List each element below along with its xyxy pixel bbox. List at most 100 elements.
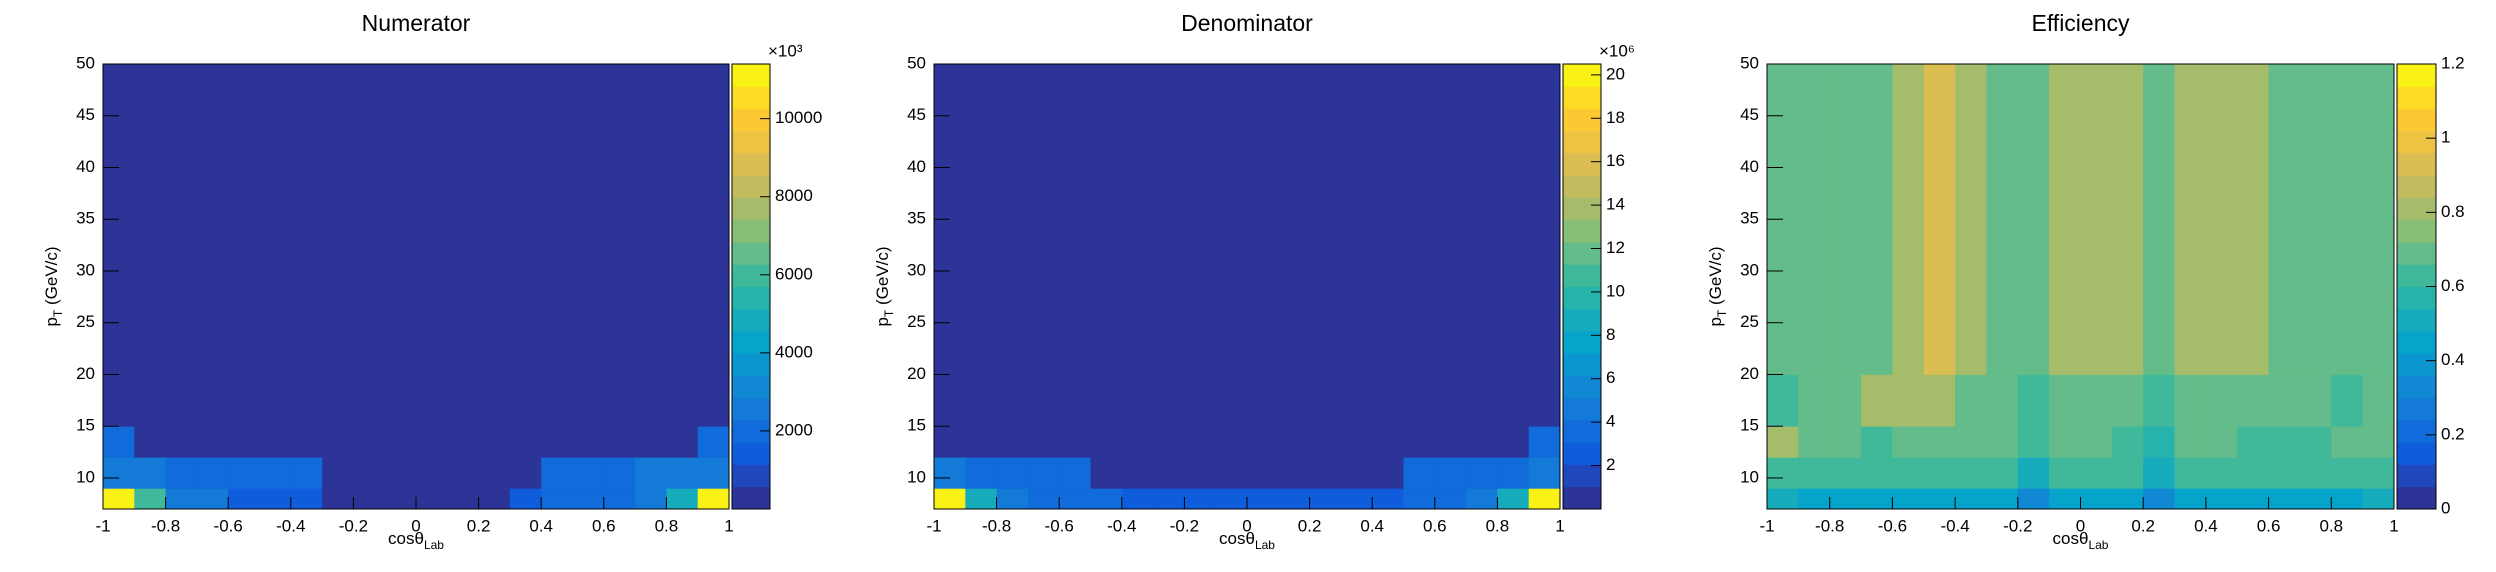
y-tick-label: 20 <box>76 364 95 383</box>
colorbar-step <box>2397 442 2436 465</box>
heatmap-cell <box>2331 374 2364 427</box>
heatmap-cell <box>2237 374 2269 427</box>
heatmap-cell <box>478 64 511 375</box>
heatmap-cell <box>1892 64 1925 375</box>
x-tick-label: 1 <box>724 516 733 535</box>
y-tick-label: 25 <box>907 312 926 331</box>
heatmap-cell <box>1059 64 1091 375</box>
heatmap-cell <box>134 488 166 510</box>
colorbar-step <box>1563 264 1601 287</box>
heatmap-cell <box>1184 426 1217 458</box>
heatmap-cell <box>697 374 730 427</box>
colorbar-tick-label: 0 <box>2441 498 2450 517</box>
heatmap-cell <box>2111 426 2144 458</box>
heatmap-cell <box>1923 64 1956 375</box>
y-tick-label: 50 <box>1740 53 1759 72</box>
heatmap-cell <box>1892 488 1925 510</box>
heatmap-cell <box>996 426 1029 458</box>
heatmap-cell <box>290 488 323 510</box>
colorbar-step <box>2397 331 2436 354</box>
heatmap-cell <box>1372 488 1404 510</box>
x-tick-label: -0.2 <box>2003 516 2032 535</box>
x-tick-label: -0.8 <box>151 516 180 535</box>
colorbar-exponent: ×10⁶ <box>1599 41 1635 60</box>
heatmap-cell <box>134 64 166 375</box>
heatmap-cell <box>103 374 135 427</box>
heatmap-cell <box>259 64 292 375</box>
colorbar-step <box>1563 442 1601 465</box>
heatmap-cell <box>1153 374 1185 427</box>
heatmap-cell <box>196 457 229 489</box>
colorbar-tick-label: 0.6 <box>2441 276 2465 295</box>
heatmap-cell <box>2111 457 2144 489</box>
x-tick-label: -0.6 <box>1045 516 1074 535</box>
heatmap-cell <box>134 374 166 427</box>
heatmap-cell <box>1986 64 2019 375</box>
heatmap-cell <box>1184 374 1217 427</box>
colorbar-step <box>2397 420 2436 443</box>
colorbar-step <box>732 130 770 154</box>
heatmap-cell <box>2331 426 2364 458</box>
x-tick-label: 0.4 <box>1360 516 1384 535</box>
colorbar-step <box>732 264 770 287</box>
heatmap-cell <box>2331 488 2364 510</box>
colorbar-tick-label: 6000 <box>775 264 813 283</box>
heatmap-cell <box>416 488 448 510</box>
heatmap-cell <box>478 374 511 427</box>
heatmap-cell <box>1059 457 1091 489</box>
heatmap-cell <box>1497 64 1530 375</box>
heatmap-cell <box>635 488 667 510</box>
x-tick-label: 0 <box>2076 516 2085 535</box>
heatmap-cell <box>1121 457 1154 489</box>
heatmap-cell <box>1247 374 1279 427</box>
heatmap-cell <box>478 488 511 510</box>
heatmap-cell <box>2017 457 2050 489</box>
colorbar-tick-label: 8000 <box>775 186 813 205</box>
x-tick-label: 0.2 <box>1298 516 1322 535</box>
heatmap-cell <box>635 426 667 458</box>
colorbar-frame <box>731 63 771 510</box>
heatmap-cell <box>103 488 135 510</box>
heatmap-cell <box>1027 457 1060 489</box>
heatmap-cell <box>965 457 997 489</box>
heatmap-cell <box>934 426 966 458</box>
x-axis-label: cosθLab <box>2053 529 2109 552</box>
colorbar-step <box>2397 175 2436 198</box>
heatmap-cell <box>228 426 260 458</box>
heatmap-cell <box>1528 457 1561 489</box>
heatmap-cell <box>1497 488 1530 510</box>
colorbar-step <box>1563 108 1601 132</box>
heatmap-cell <box>996 488 1029 510</box>
y-tick-label: 45 <box>1740 105 1759 124</box>
heatmap-cell <box>1309 426 1342 458</box>
heatmap-cell <box>666 374 699 427</box>
colorbar-tick-label: 0.2 <box>2441 424 2465 443</box>
colorbar-step <box>732 486 770 510</box>
heatmap-cell <box>2080 64 2113 375</box>
x-tick-label: -0.6 <box>1878 516 1907 535</box>
colorbar-step <box>1563 175 1601 198</box>
x-tick-label: 0 <box>1242 516 1251 535</box>
heatmap-cell <box>2299 488 2332 510</box>
heatmap-cell <box>1434 426 1467 458</box>
heatmap-cell <box>1340 64 1373 375</box>
heatmap-cell <box>603 457 636 489</box>
heatmap-cell <box>2205 488 2238 510</box>
heatmap-cell <box>2237 64 2269 375</box>
colorbar-step <box>2397 86 2436 109</box>
y-tick-label: 40 <box>907 157 926 176</box>
colorbar-step <box>2397 130 2436 154</box>
heatmap-cell <box>2299 64 2332 375</box>
heatmap-cell <box>1090 374 1123 427</box>
heatmap-cell <box>322 374 354 427</box>
heatmap-cell <box>1923 457 1956 489</box>
heatmap-cell <box>1184 488 1217 510</box>
colorbar-step <box>1563 397 1601 421</box>
colorbar-step <box>732 420 770 443</box>
heatmap-cell <box>416 426 448 458</box>
x-tick-label: -0.8 <box>1815 516 1844 535</box>
heatmap-cell <box>697 488 730 510</box>
heatmap-cell <box>2143 488 2175 510</box>
heatmap-cell <box>666 426 699 458</box>
heatmap-cell <box>541 488 573 510</box>
